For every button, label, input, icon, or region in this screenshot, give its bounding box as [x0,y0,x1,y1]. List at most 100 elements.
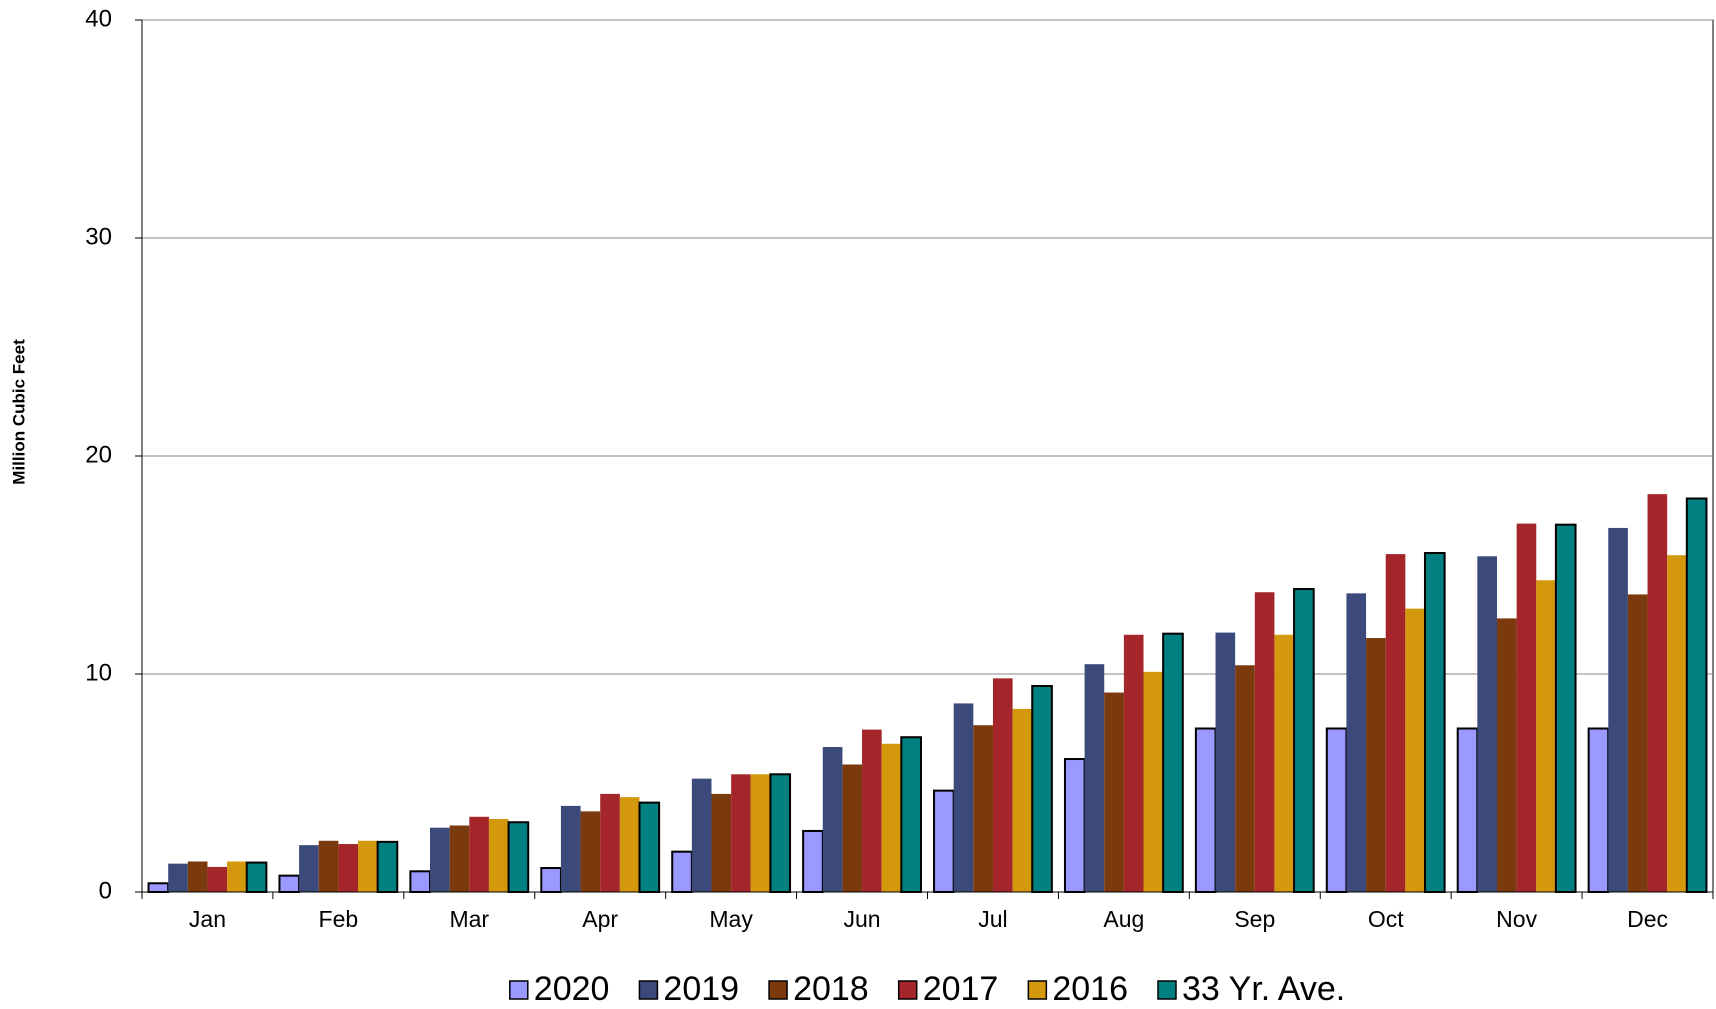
x-tick-label: Feb [319,906,359,932]
x-tick-label: Apr [582,906,618,932]
bar [580,811,601,892]
bar [973,725,993,892]
x-tick-label: Jan [189,906,226,932]
bar [1325,727,1348,893]
bar [1587,727,1610,893]
bar [409,870,432,893]
bar [318,840,339,892]
bar [1456,727,1479,893]
bar [1104,692,1124,892]
legend-label: 2020 [534,970,610,1008]
bar [711,793,732,892]
bar [1385,554,1406,892]
bar [560,805,581,892]
x-tick-label: Aug [1103,906,1144,932]
bar [245,861,268,894]
bar [376,840,399,893]
bar [338,844,359,892]
bar [802,829,824,894]
bar [1366,638,1386,892]
bar [953,703,974,892]
bar [1162,632,1184,893]
bar [1536,580,1556,892]
bar [1293,587,1315,893]
legend-swatch [1157,980,1177,1000]
bar [638,801,661,893]
legend-swatch [509,980,529,1000]
bar [1667,555,1687,892]
bar [430,827,450,892]
bar [469,816,489,892]
x-tick-label: Sep [1234,906,1275,932]
legend-label: 2016 [1052,970,1128,1008]
x-tick-label: Nov [1496,906,1537,932]
bar [933,789,955,894]
bar [227,861,247,892]
y-tick-label: 10 [85,659,112,686]
x-tick-label: May [709,906,753,932]
bar [992,678,1013,892]
legend-swatch [897,980,918,1000]
bar [881,743,902,892]
legend-label: 2017 [923,970,999,1008]
bar [750,774,771,892]
bar [842,764,863,892]
bar [278,874,301,894]
legend-swatch [768,980,788,1000]
bar [691,778,712,892]
bar [1194,727,1217,893]
x-tick-label: Jul [978,906,1007,932]
bar [822,747,843,892]
legend-swatch [638,980,659,1000]
legend-swatch [1027,980,1048,1000]
bar [1123,634,1144,892]
bar [540,867,562,894]
y-axis-label: Million Cubic Feet [9,339,28,485]
bar [1143,671,1164,892]
bar [1346,593,1367,892]
bar [1608,527,1628,892]
legend-label: 2019 [663,970,739,1008]
bar [1647,494,1668,892]
bar [600,793,620,892]
bar [1031,684,1053,893]
bar [207,866,228,892]
bar [1423,552,1446,893]
bar [1012,708,1033,892]
bar [299,845,319,892]
bar [168,863,188,892]
bar [1405,608,1425,892]
bar [187,861,208,892]
legend-label: 33 Yr. Ave. [1182,970,1345,1008]
x-tick-label: Oct [1368,906,1404,932]
legend-label: 2018 [793,970,869,1008]
bar [1235,665,1255,892]
bar [1477,556,1497,892]
bar [1084,664,1105,892]
bar [671,850,693,893]
bar [900,736,922,893]
bar [619,797,640,892]
bar [1254,592,1275,892]
bar [1063,758,1086,894]
y-tick-label: 30 [85,223,112,250]
bar [1516,523,1537,892]
y-tick-label: 0 [99,877,112,904]
bar [1496,618,1517,892]
bar [1274,634,1295,892]
bar [358,840,378,892]
bar [147,882,170,894]
x-tick-label: Mar [449,906,489,932]
bar [1685,497,1708,893]
bar [862,729,882,892]
x-tick-label: Jun [843,906,880,932]
y-tick-label: 20 [85,441,112,468]
bar [1554,523,1577,893]
bar [1215,632,1236,892]
bar [449,825,470,892]
y-tick-label: 40 [85,5,112,32]
bar [769,773,792,894]
bar [731,774,751,892]
x-tick-label: Dec [1627,906,1668,932]
